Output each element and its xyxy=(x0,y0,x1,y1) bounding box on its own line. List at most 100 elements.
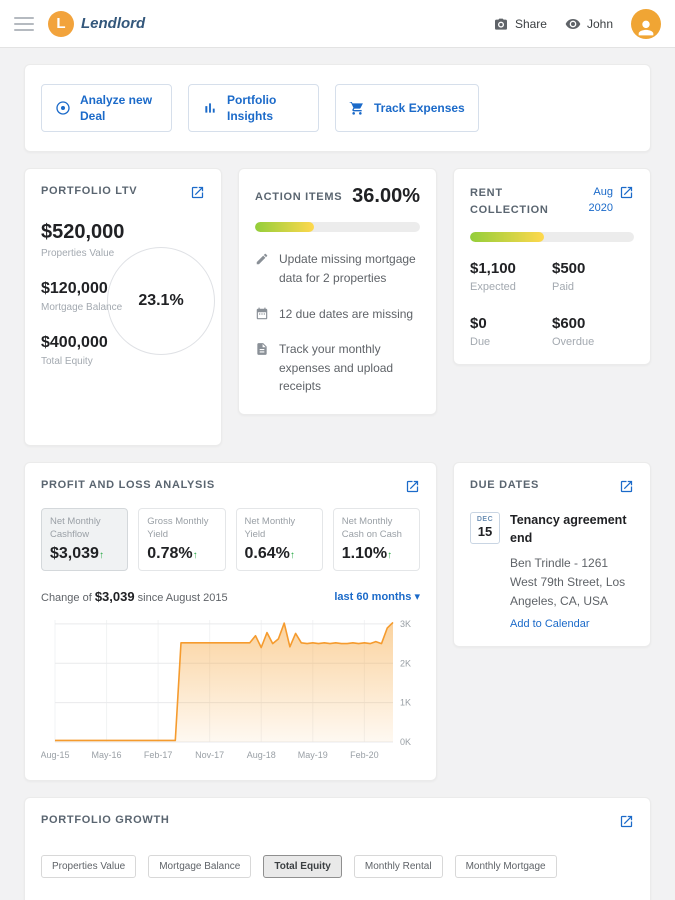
rent-period-month: Aug xyxy=(593,186,613,199)
toggle-mortgage-balance[interactable]: Mortgage Balance xyxy=(148,855,252,879)
rent-period-year: 2020 xyxy=(588,202,613,215)
header: L Lendlord Share John xyxy=(0,0,675,48)
lendlord-logo[interactable]: L Lendlord xyxy=(48,10,145,37)
analyze-new-deal-button[interactable]: Analyze new Deal xyxy=(41,84,172,133)
receipt-icon xyxy=(257,343,267,355)
ltv-percent: 23.1% xyxy=(138,292,184,310)
open-portfolio-growth-button[interactable] xyxy=(619,814,634,829)
metric-label: Net Monthly Yield xyxy=(244,516,296,540)
profit-loss-title: PROFIT AND LOSS ANALYSIS xyxy=(41,479,215,492)
user-menu[interactable]: John xyxy=(565,16,613,32)
pl-change-summary: Change of $3,039 since August 2015 xyxy=(41,589,228,604)
metric-net-monthly-yield[interactable]: Net Monthly Yield 0.64%↑ xyxy=(235,508,323,572)
calendar-icon xyxy=(256,307,268,319)
analyze-new-deal-label: Analyze new Deal xyxy=(80,93,153,124)
pl-chart: Aug-15 May-16 Feb-17 Nov-17 Aug-18 May-19 Feb-… xyxy=(41,619,411,760)
rent-collection-title: RENT COLLECTION xyxy=(470,187,549,216)
profit-loss-card: PROFIT AND LOSS ANALYSIS Net Monthly Cas… xyxy=(24,462,437,782)
event-month: DEC xyxy=(476,516,494,524)
range-selector[interactable]: last 60 months ▾ xyxy=(334,590,420,603)
menu-bar xyxy=(14,16,34,19)
event-day: 15 xyxy=(477,524,493,540)
share-button[interactable]: Share xyxy=(493,16,547,32)
action-item[interactable]: Track your monthly expenses and upload r… xyxy=(255,340,420,396)
portfolio-ltv-card: PORTFOLIO LTV $520,000 Properties Value … xyxy=(24,168,222,447)
avatar[interactable] xyxy=(631,8,661,39)
open-rent-collection-button[interactable] xyxy=(619,185,634,200)
properties-value-stat: $520,000 Properties Value xyxy=(41,221,205,259)
pl-change-amount: $3,039 xyxy=(94,589,135,605)
total-equity-label: Total Equity xyxy=(41,356,93,368)
range-label: last 60 months xyxy=(334,591,412,604)
open-portfolio-ltv-button[interactable] xyxy=(190,185,205,200)
ltv-donut-chart: 23.1% xyxy=(107,247,215,356)
toggle-monthly-mortgage[interactable]: Monthly Mortgage xyxy=(454,855,557,879)
portfolio-ltv-title: PORTFOLIO LTV xyxy=(41,185,138,198)
metric-gross-monthly-yield[interactable]: Gross Monthly Yield 0.78%↑ xyxy=(138,508,226,572)
action-item-text: Track your monthly expenses and upload r… xyxy=(279,342,394,394)
total-equity-stat: $400,000 Total Equity xyxy=(41,334,205,367)
rent-expected-value: $1,100 xyxy=(470,260,516,278)
rent-expected-label: Expected xyxy=(470,281,516,294)
rent-due-value: $0 xyxy=(470,315,487,333)
action-item[interactable]: Update missing mortgage data for 2 prope… xyxy=(255,250,420,287)
dashboard: Analyze new Deal Portfolio Insights Trac… xyxy=(0,48,675,900)
metric-net-monthly-cash-on-cash[interactable]: Net Monthly Cash on Cash 1.10%↑ xyxy=(332,508,420,572)
portfolio-insights-label: Portfolio Insights xyxy=(227,93,277,124)
event-title: Tenancy agreement end xyxy=(510,513,627,545)
total-equity: $400,000 xyxy=(41,334,108,352)
svg-text:May-16: May-16 xyxy=(92,750,122,760)
properties-value: $520,000 xyxy=(41,221,125,244)
event-details: Tenancy agreement end Ben Trindle - 1261… xyxy=(510,512,634,630)
eye-icon xyxy=(565,18,581,29)
external-link-icon xyxy=(620,816,633,828)
cart-icon xyxy=(349,101,363,115)
track-expenses-button[interactable]: Track Expenses xyxy=(335,84,479,133)
metric-value: 1.10% xyxy=(341,545,388,563)
toggle-monthly-rental[interactable]: Monthly Rental xyxy=(353,855,443,879)
svg-text:0K: 0K xyxy=(400,737,411,747)
user-name: John xyxy=(586,16,613,31)
open-profit-loss-button[interactable] xyxy=(405,479,420,494)
action-items-progress-fill xyxy=(255,222,315,233)
portfolio-insights-button[interactable]: Portfolio Insights xyxy=(188,84,319,133)
event-description: Ben Trindle - 1261 West 79th Street, Los… xyxy=(510,556,626,608)
rent-progress-bar xyxy=(470,232,634,243)
svg-text:Feb-17: Feb-17 xyxy=(144,750,173,760)
caret-down-icon: ▾ xyxy=(414,591,420,604)
svg-text:1K: 1K xyxy=(400,698,411,708)
menu-bar xyxy=(14,22,34,25)
event-date-badge: DEC 15 xyxy=(470,512,500,545)
menu-button[interactable] xyxy=(14,16,34,31)
svg-text:2K: 2K xyxy=(400,659,411,669)
rent-stat-paid: $500 Paid xyxy=(552,260,634,293)
toggle-properties-value[interactable]: Properties Value xyxy=(41,855,137,879)
open-due-dates-button[interactable] xyxy=(619,479,634,494)
mortgage-balance-label: Mortgage Balance xyxy=(41,302,123,314)
add-to-calendar-link[interactable]: Add to Calendar xyxy=(510,618,590,631)
trend-up-icon: ↑ xyxy=(98,550,104,562)
bar-chart-icon xyxy=(205,103,215,113)
action-item[interactable]: 12 due dates are missing xyxy=(255,305,420,324)
svg-text:Aug-18: Aug-18 xyxy=(247,750,276,760)
rent-due-label: Due xyxy=(470,336,491,349)
rent-stat-due: $0 Due xyxy=(470,315,552,348)
trend-up-icon: ↑ xyxy=(289,550,295,562)
pl-change-suffix: since August 2015 xyxy=(137,592,228,605)
lendlord-logo-icon: L xyxy=(48,10,74,37)
rent-paid-value: $500 xyxy=(552,260,586,278)
rent-stats-grid: $1,100 Expected $500 Paid $0 Due $600 Ov… xyxy=(470,260,634,348)
mortgage-balance: $120,000 xyxy=(41,280,108,298)
svg-text:Aug-15: Aug-15 xyxy=(41,750,70,760)
rent-collection-card: RENT COLLECTION Aug 2020 $1,100 Expected xyxy=(453,168,651,366)
metric-value: 0.78% xyxy=(147,545,193,563)
action-items-progress-bar xyxy=(255,222,420,233)
portfolio-growth-title: PORTFOLIO GROWTH xyxy=(41,814,170,827)
svg-text:May-19: May-19 xyxy=(298,750,328,760)
action-item-text: 12 due dates are missing xyxy=(279,306,414,321)
metric-label: Net Monthly Cash on Cash xyxy=(341,516,402,540)
metric-net-monthly-cashflow[interactable]: Net Monthly Cashflow $3,039↑ xyxy=(41,508,129,572)
rent-period-selector[interactable]: Aug 2020 xyxy=(589,185,613,217)
track-expenses-label: Track Expenses xyxy=(374,101,465,116)
toggle-total-equity[interactable]: Total Equity xyxy=(263,855,342,879)
